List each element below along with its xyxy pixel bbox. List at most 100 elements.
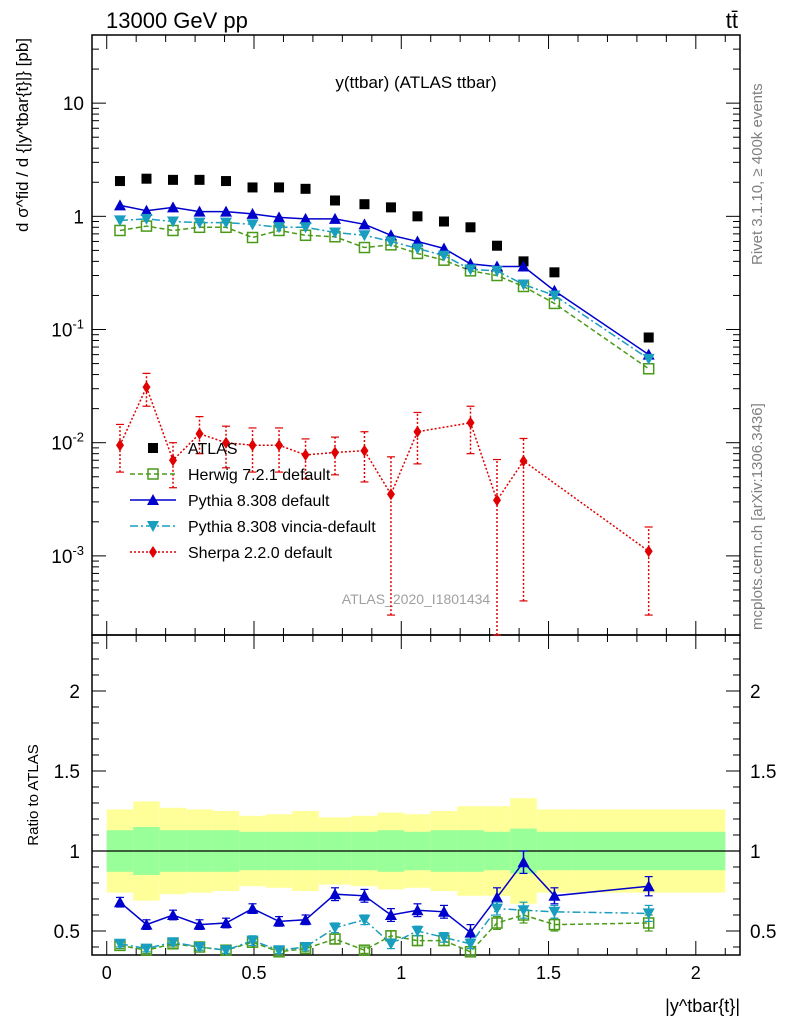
legend-marker-vincia <box>147 521 159 532</box>
herwig-ratio-point <box>329 933 341 945</box>
pythia-ratio-point <box>329 888 341 900</box>
vincia-ratio-point <box>384 938 397 950</box>
pythia-ratio-point <box>193 918 206 930</box>
atlas-point <box>330 195 340 206</box>
vincia-point <box>358 230 371 242</box>
atlas-point <box>492 240 502 251</box>
y-tick-label: 10-3 <box>51 543 84 568</box>
pythia-point <box>299 212 312 224</box>
energy-label: 13000 GeV pp <box>106 8 248 33</box>
ratio-frame-border <box>91 634 741 956</box>
vincia-ratio-point <box>358 914 371 926</box>
ratio-y-tick-label: 1.5 <box>750 762 776 783</box>
atlas-point <box>412 211 423 222</box>
vincia-point <box>299 222 312 234</box>
atlas-point <box>194 174 205 185</box>
sherpa-line <box>119 385 650 552</box>
vincia-ratio-point <box>464 938 477 950</box>
sherpa-point <box>493 494 501 507</box>
herwig-ratio-point <box>491 917 503 929</box>
pythia-point <box>220 205 233 217</box>
vincia-point <box>384 236 397 248</box>
pythia-ratio-point <box>246 902 259 914</box>
pythia-ratio-point <box>491 891 503 903</box>
pythia-ratio-point <box>273 915 286 927</box>
ratio-y-tick-label: 2 <box>69 682 80 703</box>
vincia-point <box>642 353 655 365</box>
herwig-point <box>358 241 371 254</box>
vincia-ratio-point <box>299 942 312 953</box>
vincia-point <box>246 219 259 231</box>
sherpa-point <box>413 425 422 438</box>
sherpa-point <box>360 444 369 457</box>
vincia-ratio-point <box>437 932 450 944</box>
vincia-point <box>491 265 503 277</box>
side-label-bottom: mcplots.cern.ch [arXiv:1306.3436] <box>749 403 766 630</box>
vincia-ratio-point <box>273 945 286 957</box>
vincia-point <box>167 216 179 228</box>
atlas-point <box>385 202 396 213</box>
pythia-ratio-point <box>358 889 371 901</box>
vincia-ratio-point <box>193 942 206 953</box>
ratio-y-tick-label: 1 <box>750 842 761 863</box>
herwig-line <box>119 225 650 370</box>
herwig-point <box>246 231 259 244</box>
x-tick-label: 1.5 <box>536 963 561 983</box>
y-tick-exponent: -3 <box>72 543 84 558</box>
sherpa-point <box>115 439 124 452</box>
x-tick-label: 0.5 <box>241 963 266 983</box>
atlas-point <box>247 182 258 193</box>
sherpa-point <box>519 454 528 467</box>
sherpa-point <box>331 446 339 459</box>
pythia-ratio-point <box>548 889 561 901</box>
y-tick-label: 10-1 <box>51 317 84 342</box>
sherpa-point <box>275 439 284 452</box>
x-tick-label: 2 <box>691 963 701 983</box>
sherpa-point <box>142 381 151 394</box>
y-tick-exponent: -2 <box>72 430 84 445</box>
pythia-ratio-point <box>642 880 655 892</box>
vincia-point <box>464 264 477 276</box>
pythia-ratio-point <box>140 918 153 930</box>
pythia-point <box>140 204 153 216</box>
vincia-point <box>193 217 206 229</box>
legend-label-vincia: Pythia 8.308 vincia-default <box>188 519 376 536</box>
pythia-ratio-point <box>384 909 397 920</box>
legend-marker-sherpa <box>149 546 157 558</box>
legend-marker-atlas <box>148 443 158 453</box>
legend-marker-herwig <box>147 468 159 480</box>
atlas-point <box>549 267 560 278</box>
vincia-ratio-point <box>411 926 424 937</box>
vincia-ratio-point <box>113 938 126 950</box>
ylabel-ratio: Ratio to ATLAS <box>25 744 42 845</box>
ratio-panel-series <box>113 850 655 958</box>
pythia-ratio-point <box>220 917 233 928</box>
legend-marker-pythia <box>147 494 159 505</box>
atlas-point <box>221 176 232 187</box>
x-tick-label: 0 <box>102 963 112 983</box>
pythia-point <box>193 205 206 217</box>
atlas-point <box>465 222 476 233</box>
atlas-point <box>114 176 125 187</box>
atlas-point <box>168 174 178 185</box>
analysis-id: ATLAS_2020_I1801434 <box>342 591 491 607</box>
pythia-ratio-point <box>517 856 530 868</box>
vincia-point <box>517 279 530 291</box>
sherpa-point <box>222 436 231 449</box>
side-label-top: Rivet 3.1.10, ≥ 400k events <box>749 83 766 265</box>
vincia-point <box>548 290 561 302</box>
xlabel: |y^tbar{t}| <box>665 996 740 1016</box>
plot-title: y(ttbar) (ATLAS ttbar) <box>335 73 496 92</box>
vincia-point <box>329 227 341 239</box>
vincia-line <box>119 218 650 360</box>
atlas-point <box>438 216 449 227</box>
pythia-ratio-point <box>113 896 126 908</box>
pythia-point <box>517 260 530 272</box>
x-tick-label: 1 <box>396 963 406 983</box>
vincia-ratio-point <box>329 922 341 934</box>
pythia-ratio-point <box>437 905 450 917</box>
sherpa-point <box>169 454 177 467</box>
sherpa-point <box>386 488 395 501</box>
legend-label-sherpa: Sherpa 2.2.0 default <box>188 545 333 562</box>
y-tick-label: 1 <box>73 207 84 228</box>
